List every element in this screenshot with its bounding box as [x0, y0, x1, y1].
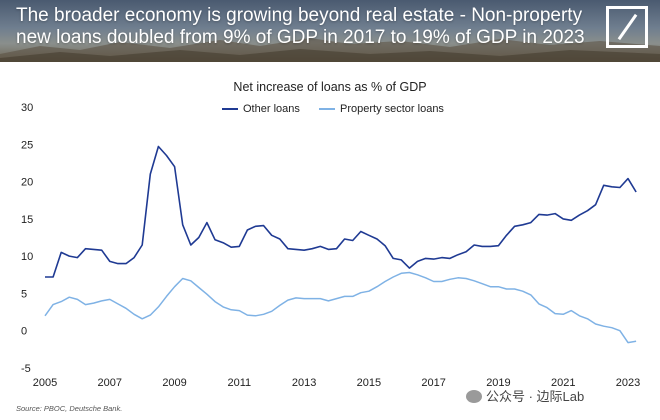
- y-tick-label: 5: [21, 288, 27, 300]
- legend-item-other-loans: Other loans: [222, 103, 300, 115]
- legend-label-other-loans: Other loans: [243, 103, 300, 115]
- header-banner: The broader economy is growing beyond re…: [0, 0, 660, 62]
- x-tick-label: 2005: [33, 377, 57, 389]
- y-axis-ticks: 30 25 20 15 10 5 0 -5: [21, 102, 33, 375]
- x-tick-label: 2015: [357, 377, 381, 389]
- watermark-text: 公众号 · 边际Lab: [486, 389, 585, 404]
- x-tick-label: 2013: [292, 377, 316, 389]
- chart-title: Net increase of loans as % of GDP: [233, 80, 427, 94]
- y-tick-label: -5: [21, 363, 31, 375]
- y-tick-label: 20: [21, 177, 33, 189]
- x-axis-ticks: 2005 2007 2009 2011 2013 2015 2017 2019 2021 2023: [33, 377, 640, 389]
- x-tick-label: 2021: [551, 377, 575, 389]
- x-tick-label: 2011: [228, 377, 252, 389]
- x-tick-label: 2007: [98, 377, 122, 389]
- deutsche-bank-logo-icon: [606, 6, 648, 48]
- legend-label-property-loans: Property sector loans: [340, 103, 444, 115]
- y-tick-label: 15: [21, 214, 33, 226]
- series-line-property-loans: [44, 271, 637, 344]
- source-note: Source: PBOC, Deutsche Bank.: [16, 404, 123, 413]
- mountain-ridge-decoration: [0, 38, 660, 62]
- x-tick-label: 2019: [486, 377, 510, 389]
- y-tick-label: 10: [21, 251, 33, 263]
- x-tick-label: 2023: [616, 377, 640, 389]
- y-tick-label: 25: [21, 139, 33, 151]
- wechat-icon: [466, 390, 482, 403]
- watermark: 公众号 · 边际Lab: [466, 386, 584, 405]
- x-tick-label: 2017: [421, 377, 445, 389]
- legend-swatch-other-loans: [222, 108, 238, 111]
- x-tick-label: 2009: [162, 377, 186, 389]
- y-tick-label: 30: [21, 102, 33, 114]
- legend-swatch-property-loans: [319, 108, 335, 111]
- legend-item-property-loans: Property sector loans: [319, 103, 444, 115]
- series-lines: [44, 145, 637, 344]
- page-title: The broader economy is growing beyond re…: [16, 5, 585, 48]
- y-tick-label: 0: [21, 326, 27, 338]
- series-line-other-loans: [45, 145, 637, 278]
